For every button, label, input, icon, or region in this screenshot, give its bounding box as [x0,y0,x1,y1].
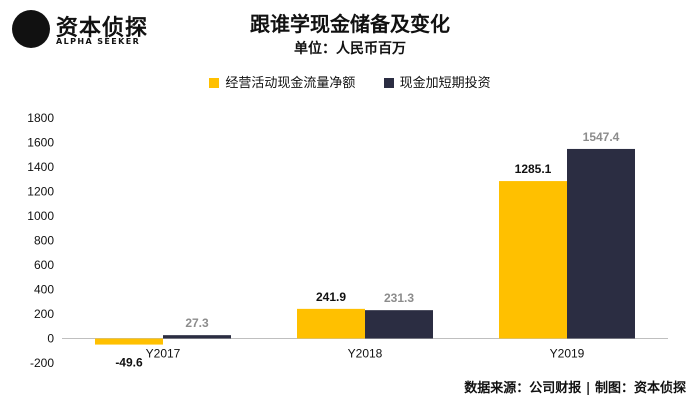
data-label: 27.3 [185,316,209,330]
legend-label: 经营活动现金流量净额 [225,76,356,91]
y-tick-label: 200 [34,307,54,321]
chart-title: 跟谁学现金储备及变化 [250,12,450,36]
brand-name: 资本侦探 [56,16,149,41]
legend-item-cash-and-investments: 现金加短期投资 [383,72,491,91]
y-tick-label: 1200 [27,185,54,199]
data-label: 1285.1 [515,162,552,176]
brand-logo: 资本侦探 ALPHA SEEKER [12,10,162,50]
y-tick-label: 0 [47,332,54,346]
y-tick-label: 400 [34,283,54,297]
bar [365,310,433,339]
bar [297,308,365,339]
x-tick-label: Y2017 [146,347,181,361]
bar [499,181,567,339]
data-label: 241.9 [316,290,346,304]
y-tick-label: -200 [30,356,54,370]
y-tick-label: 1600 [27,136,54,150]
legend-label: 现金加短期投资 [399,76,491,91]
y-tick-label: 1000 [27,209,54,223]
y-tick-label: 1800 [27,111,54,125]
y-tick-label: 600 [34,258,54,272]
x-tick-label: Y2018 [348,347,383,361]
legend-swatch-yellow [209,78,220,88]
x-tick-label: Y2019 [550,347,585,361]
data-label: 1547.4 [583,130,620,144]
data-label: -49.6 [115,356,143,370]
chart-subtitle: 单位：人民币百万 [294,41,406,57]
y-tick-label: 800 [34,234,54,248]
legend-item-operating-cash-flow: 经营活动现金流量净额 [209,72,355,91]
data-label: 231.3 [384,291,414,305]
source-note: 数据来源：公司财报 | 制图：资本侦探 [464,381,686,396]
legend-swatch-navy [383,78,394,88]
bar [567,148,635,339]
chart-legend: 经营活动现金流量净额 现金加短期投资 [0,72,700,91]
bar [95,338,163,345]
y-tick-label: 1400 [27,160,54,174]
brand-subtitle: ALPHA SEEKER [56,37,141,46]
bar [163,335,231,339]
detective-icon [12,10,50,48]
